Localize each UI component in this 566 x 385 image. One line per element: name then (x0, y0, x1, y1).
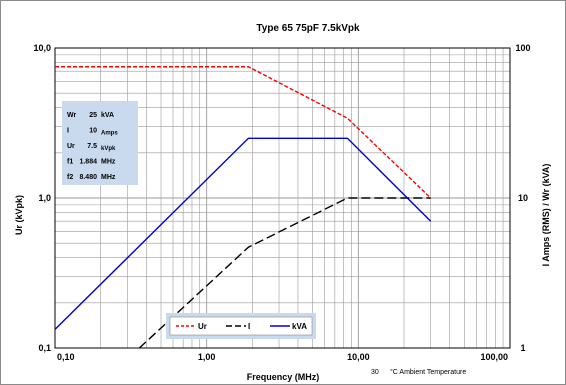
info-value: 1.884 (79, 159, 97, 166)
info-unit: kVA (101, 112, 114, 119)
info-value: 25 (89, 112, 97, 119)
grid (55, 48, 510, 348)
info-box-background (62, 101, 138, 185)
info-value: 8.480 (79, 174, 97, 181)
chart-title: Type 65 75pF 7.5kVpk (256, 23, 360, 34)
ambient-value: 30 (371, 369, 379, 376)
info-unit: MHz (101, 159, 116, 166)
info-label: Ur (67, 143, 75, 150)
y-left-tick-label: 10,0 (33, 43, 51, 53)
x-tick-label: 100,00 (480, 352, 508, 362)
info-unit: MHz (101, 174, 116, 181)
legend-label-i: I (248, 322, 250, 331)
x-axis-ticks: 0,10 1,00 10,00 100,00 (57, 352, 508, 362)
info-value: 10 (89, 128, 97, 135)
info-label: f2 (67, 174, 73, 181)
series-i-line (138, 197, 431, 348)
y-left-axis-ticks: 0,1 1,0 10,0 (33, 43, 51, 353)
y-left-tick-label: 1,0 (38, 193, 51, 203)
series-ur-line (55, 66, 432, 199)
y-left-axis-label: Ur (kVpk) (14, 195, 24, 235)
legend-label-kva: kVA (292, 322, 307, 331)
y-right-tick-label: 100 (515, 43, 530, 53)
info-label: I (67, 128, 69, 135)
ambient-note: 30 °C Ambient Temperature (371, 368, 466, 376)
info-value: 7.5 (87, 143, 97, 150)
info-unit: Amps (101, 131, 118, 137)
series-lines (55, 66, 432, 348)
info-label: Wr (67, 112, 76, 119)
plot-border (54, 47, 511, 349)
ambient-label: °C Ambient Temperature (390, 368, 466, 376)
info-unit: kVpk (101, 146, 116, 152)
y-right-tick-label: 1 (520, 343, 525, 353)
x-axis-label: Frequency (MHz) (247, 372, 320, 382)
x-tick-label: 1,00 (198, 352, 216, 362)
y-right-axis-label: I Amps (RMS) / Wr (kVA) (541, 164, 551, 267)
y-left-tick-label: 0,1 (38, 343, 51, 353)
x-tick-label: 0,10 (57, 352, 75, 362)
series-kva-line (55, 137, 432, 330)
x-tick-label: 10,00 (347, 352, 370, 362)
legend-label-ur: Ur (198, 322, 207, 331)
info-box: Wr 25 kVA I 10 Amps Ur 7.5 kVpk f1 1.884 MHz f2 8.480… (62, 101, 138, 185)
info-label: f1 (67, 159, 73, 166)
y-right-tick-label: 10 (518, 193, 528, 203)
info-box-rows: Wr 25 kVA I 10 Amps Ur 7.5 kVpk f1 1.884 MHz f2 8.480… (67, 112, 118, 181)
y-right-axis-ticks: 1 10 100 (515, 43, 530, 353)
